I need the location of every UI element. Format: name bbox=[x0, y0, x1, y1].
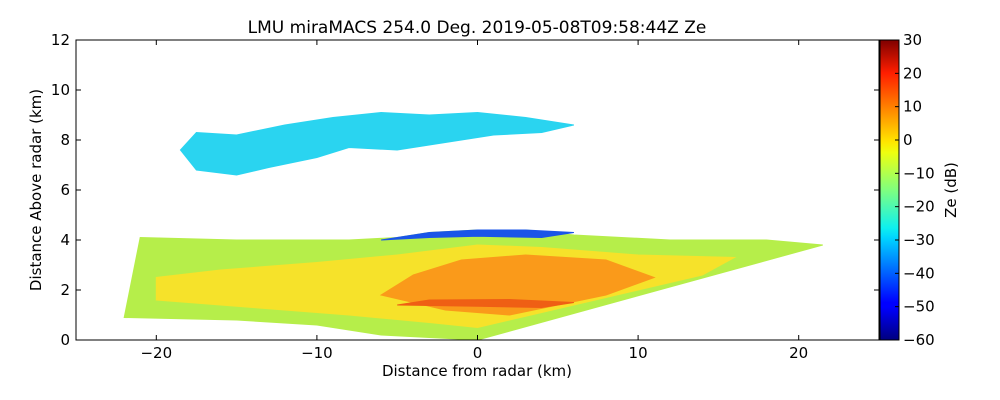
colorbar-label: Ze (dB) bbox=[942, 162, 960, 218]
y-axis-label: Distance Above radar (km) bbox=[27, 89, 45, 291]
x-tick-label: 20 bbox=[789, 344, 808, 362]
region-cloud-top-edge bbox=[381, 229, 574, 241]
colorbar-tick-label: 0 bbox=[903, 131, 913, 149]
y-tick-label: 10 bbox=[51, 81, 70, 99]
region-red-orange-band bbox=[397, 298, 574, 309]
colorbar-tick-label: −60 bbox=[903, 331, 935, 349]
colorbar-ticks: 30 20 10 0 −10 −20 −30 −40 −50 −60 bbox=[895, 31, 935, 349]
colorbar-tick-label: −50 bbox=[903, 298, 935, 316]
x-tick-label: 0 bbox=[473, 344, 483, 362]
y-tick-label: 0 bbox=[60, 331, 70, 349]
x-tick-label: −10 bbox=[301, 344, 333, 362]
y-axis-ticks: 0 2 4 6 8 10 12 bbox=[51, 31, 879, 349]
colorbar-tick-label: 30 bbox=[903, 31, 922, 49]
colorbar-tick-label: −30 bbox=[903, 231, 935, 249]
y-tick-label: 8 bbox=[60, 131, 70, 149]
colorbar-tick-label: 10 bbox=[903, 98, 922, 116]
reflectivity-regions bbox=[123, 111, 823, 340]
colorbar bbox=[879, 39, 900, 341]
y-tick-label: 6 bbox=[60, 181, 70, 199]
colorbar-tick-label: −10 bbox=[903, 164, 935, 182]
x-axis-ticks: −20 −10 0 10 20 bbox=[140, 40, 808, 362]
y-tick-label: 4 bbox=[60, 231, 70, 249]
x-tick-label: −20 bbox=[140, 344, 172, 362]
x-axis-label: Distance from radar (km) bbox=[382, 362, 572, 380]
x-tick-label: 10 bbox=[629, 344, 648, 362]
region-upper-cloud-layer bbox=[179, 111, 575, 176]
y-tick-label: 12 bbox=[51, 31, 70, 49]
colorbar-tick-label: 20 bbox=[903, 64, 922, 82]
y-tick-label: 2 bbox=[60, 281, 70, 299]
colorbar-tick-label: −40 bbox=[903, 264, 935, 282]
chart-title: LMU miraMACS 254.0 Deg. 2019-05-08T09:58… bbox=[248, 18, 707, 38]
colorbar-tick-label: −20 bbox=[903, 198, 935, 216]
